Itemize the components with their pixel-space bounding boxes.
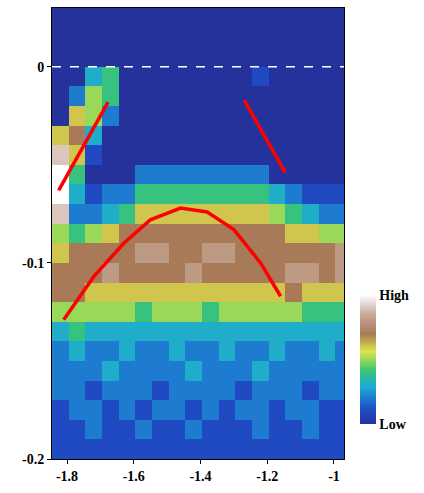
svg-text:High: High [379, 288, 409, 303]
svg-text:-1: -1 [328, 469, 340, 484]
svg-text:0: 0 [37, 60, 44, 75]
svg-text:-1.6: -1.6 [123, 469, 145, 484]
svg-text:-0.2: -0.2 [22, 452, 44, 467]
svg-text:-1.4: -1.4 [189, 469, 211, 484]
svg-text:-1.2: -1.2 [256, 469, 278, 484]
svg-text:Low: Low [379, 417, 406, 432]
svg-text:-1.8: -1.8 [56, 469, 78, 484]
svg-text:-0.1: -0.1 [22, 256, 44, 271]
